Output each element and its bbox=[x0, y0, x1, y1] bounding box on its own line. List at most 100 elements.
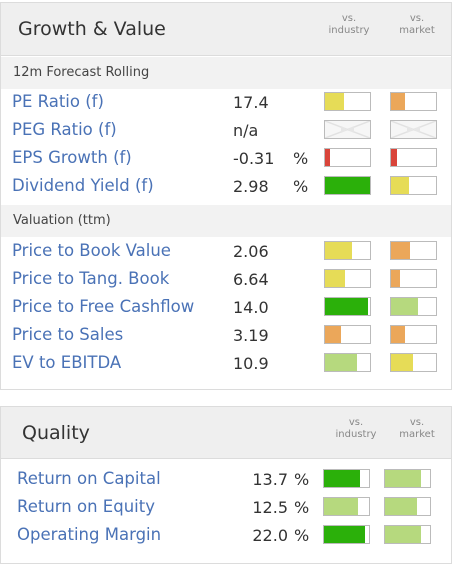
vs-industry-bar bbox=[324, 148, 371, 167]
metric-link-price-to-free-cashflow[interactable]: Price to Free Cashflow bbox=[12, 297, 195, 316]
growth-value-title: Growth & Value bbox=[18, 18, 166, 40]
metric-link-ev-to-ebitda[interactable]: EV to EBITDA bbox=[12, 353, 122, 372]
metric-unit: % bbox=[294, 498, 310, 517]
forecast-section-label: 12m Forecast Rolling bbox=[13, 65, 150, 80]
vs-market-bar bbox=[384, 525, 431, 544]
vs-market-bar-fill bbox=[391, 93, 405, 110]
not-available-icon bbox=[325, 121, 370, 138]
metric-link-pe-ratio-f[interactable]: PE Ratio (f) bbox=[12, 92, 104, 111]
vs-market-bar bbox=[390, 120, 437, 139]
metric-value: 22.0 bbox=[252, 526, 288, 545]
vs-industry-header: vs. industry bbox=[328, 13, 370, 36]
forecast-section-header: 12m Forecast Rolling bbox=[1, 57, 451, 89]
metric-row-eps-growth-f: EPS Growth (f) -0.31% bbox=[1, 145, 451, 173]
vs-market-bar bbox=[390, 241, 437, 260]
vs-market-bar-fill bbox=[391, 242, 410, 259]
metric-value: 14.0 bbox=[233, 298, 269, 317]
vs-market-bar bbox=[384, 497, 431, 516]
metric-unit: % bbox=[293, 149, 309, 168]
metric-row-dividend-yield-f: Dividend Yield (f) 2.98% bbox=[1, 173, 451, 201]
quality-panel: Quality vs. industry vs. market Return o… bbox=[0, 406, 452, 564]
vs-industry-bar bbox=[324, 325, 371, 344]
vs-industry-bar-fill bbox=[325, 177, 370, 194]
metric-value: 2.06 bbox=[233, 242, 269, 261]
vs-market-bar-fill bbox=[391, 270, 400, 287]
metric-row-price-to-sales: Price to Sales 3.19 bbox=[1, 322, 451, 350]
metric-value: 12.5 bbox=[252, 498, 288, 517]
metric-row-ev-to-ebitda: EV to EBITDA 10.9 bbox=[1, 350, 451, 378]
metric-link-operating-margin[interactable]: Operating Margin bbox=[17, 525, 162, 544]
vs-industry-bar-fill bbox=[325, 242, 352, 259]
vs-market-bar-fill bbox=[391, 149, 398, 166]
vs-industry-bar-fill bbox=[325, 326, 342, 343]
valuation-section-header: Valuation (ttm) bbox=[1, 205, 451, 237]
vs-market-bar-fill bbox=[391, 326, 405, 343]
vs-market-bar-fill bbox=[385, 498, 417, 515]
vs-industry-bar-fill bbox=[325, 149, 331, 166]
metric-value: 13.7 bbox=[252, 470, 288, 489]
vs-market-bar bbox=[390, 148, 437, 167]
vs-industry-bar bbox=[323, 525, 370, 544]
metric-unit: % bbox=[294, 470, 310, 489]
vs-market-bar bbox=[390, 92, 437, 111]
vs-industry-bar bbox=[324, 241, 371, 260]
not-available-icon bbox=[391, 121, 436, 138]
metric-link-peg-ratio-f[interactable]: PEG Ratio (f) bbox=[12, 120, 117, 139]
vs-industry-header: vs. industry bbox=[335, 417, 377, 440]
metric-row-price-to-book-value: Price to Book Value 2.06 bbox=[1, 238, 451, 266]
metric-row-peg-ratio-f: PEG Ratio (f) n/a bbox=[1, 117, 451, 145]
vs-market-bar bbox=[390, 297, 437, 316]
quality-header: Quality vs. industry vs. market bbox=[1, 407, 451, 459]
vs-market-bar bbox=[390, 176, 437, 195]
metric-row-operating-margin: Operating Margin 22.0% bbox=[1, 522, 451, 550]
metric-link-eps-growth-f[interactable]: EPS Growth (f) bbox=[12, 148, 132, 167]
vs-industry-bar-fill bbox=[325, 298, 368, 315]
metric-value: 2.98 bbox=[233, 177, 269, 196]
vs-industry-bar-fill bbox=[325, 354, 358, 371]
metric-row-price-to-tang-book: Price to Tang. Book 6.64 bbox=[1, 266, 451, 294]
vs-market-header: vs. market bbox=[399, 417, 435, 440]
quality-title: Quality bbox=[22, 422, 90, 444]
vs-industry-bar-fill bbox=[324, 526, 366, 543]
vs-industry-bar bbox=[324, 353, 371, 372]
vs-industry-bar-fill bbox=[325, 93, 344, 110]
metric-unit: % bbox=[294, 526, 310, 545]
metric-unit: % bbox=[293, 177, 309, 196]
vs-market-header: vs. market bbox=[399, 13, 435, 36]
vs-market-bar bbox=[390, 269, 437, 288]
metric-value: 3.19 bbox=[233, 326, 269, 345]
vs-market-bar bbox=[390, 353, 437, 372]
metric-value: 17.4 bbox=[233, 93, 269, 112]
vs-industry-bar bbox=[324, 297, 371, 316]
vs-industry-bar bbox=[324, 120, 371, 139]
valuation-section-label: Valuation (ttm) bbox=[13, 213, 111, 228]
metric-row-return-on-equity: Return on Equity 12.5% bbox=[1, 494, 451, 522]
vs-industry-bar bbox=[324, 92, 371, 111]
metric-value: n/a bbox=[233, 121, 259, 140]
metric-row-price-to-free-cashflow: Price to Free Cashflow 14.0 bbox=[1, 294, 451, 322]
vs-market-bar bbox=[384, 469, 431, 488]
vs-market-bar-fill bbox=[385, 470, 421, 487]
vs-market-bar bbox=[390, 325, 437, 344]
vs-market-bar-fill bbox=[391, 177, 409, 194]
metric-link-return-on-equity[interactable]: Return on Equity bbox=[17, 497, 155, 516]
metric-link-dividend-yield-f[interactable]: Dividend Yield (f) bbox=[12, 176, 154, 195]
vs-industry-bar bbox=[323, 497, 370, 516]
metric-value: 6.64 bbox=[233, 270, 269, 289]
vs-industry-bar-fill bbox=[325, 270, 346, 287]
vs-industry-bar-fill bbox=[324, 498, 358, 515]
vs-market-bar-fill bbox=[391, 354, 413, 371]
vs-industry-bar bbox=[324, 176, 371, 195]
vs-industry-bar bbox=[323, 469, 370, 488]
metric-link-return-on-capital[interactable]: Return on Capital bbox=[17, 469, 161, 488]
metric-link-price-to-tang-book[interactable]: Price to Tang. Book bbox=[12, 269, 170, 288]
growth-value-panel: Growth & Value vs. industry vs. market 1… bbox=[0, 2, 452, 390]
vs-industry-bar bbox=[324, 269, 371, 288]
growth-value-header: Growth & Value vs. industry vs. market bbox=[1, 3, 451, 56]
vs-market-bar-fill bbox=[385, 526, 421, 543]
metric-value: 10.9 bbox=[233, 354, 269, 373]
metric-link-price-to-book-value[interactable]: Price to Book Value bbox=[12, 241, 171, 260]
metric-link-price-to-sales[interactable]: Price to Sales bbox=[12, 325, 124, 344]
vs-market-bar-fill bbox=[391, 298, 418, 315]
vs-industry-bar-fill bbox=[324, 470, 360, 487]
